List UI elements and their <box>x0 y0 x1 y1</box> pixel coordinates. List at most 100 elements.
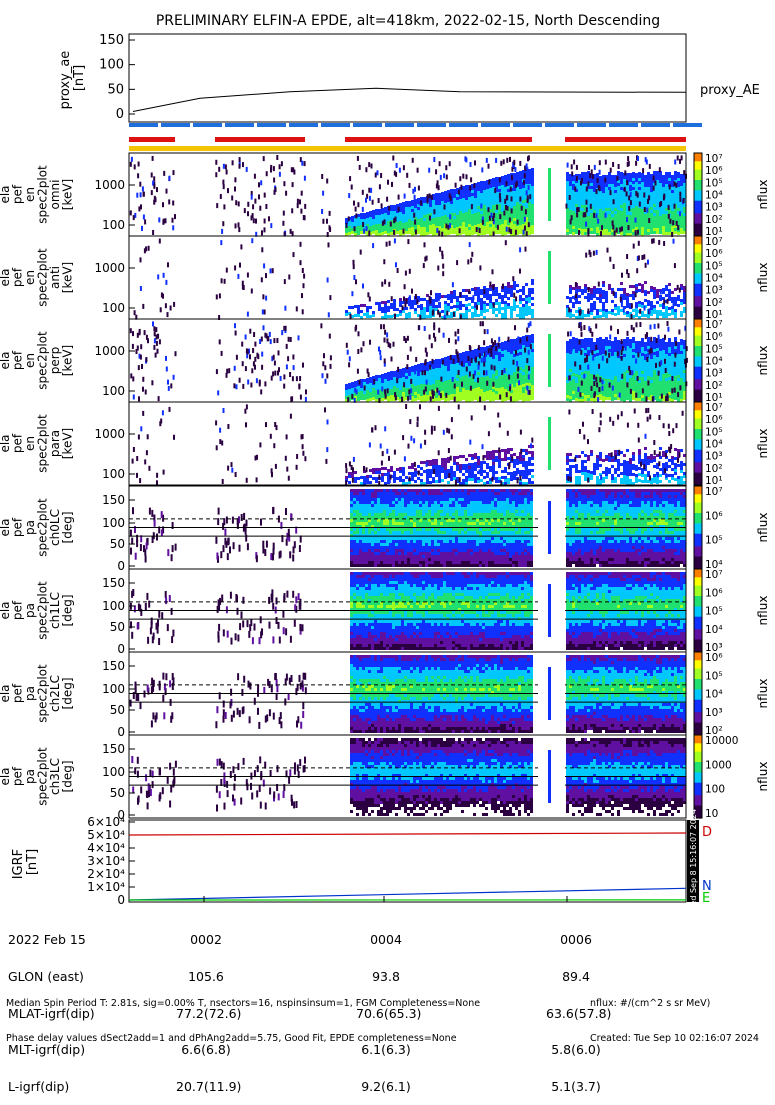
flux-cell <box>411 227 414 230</box>
flux-cell <box>623 381 626 384</box>
flux-speck <box>160 307 162 312</box>
flux-cell <box>447 398 450 401</box>
flux-cell <box>638 217 641 220</box>
flux-cell <box>578 301 581 304</box>
flux-cell <box>444 191 447 194</box>
flux-cell <box>599 197 602 200</box>
flux-cell <box>608 346 611 349</box>
flux-cell <box>531 340 534 343</box>
flux-speck <box>379 184 381 189</box>
flux-speck <box>653 238 655 243</box>
flux-cell <box>471 229 474 232</box>
flux-speck <box>351 185 353 190</box>
flux-cell <box>671 393 674 396</box>
flux-cell <box>531 228 534 231</box>
flux-cell <box>656 393 659 396</box>
flux-cell <box>599 200 602 203</box>
flux-cell <box>447 294 450 297</box>
flux-cell <box>498 370 501 373</box>
flux-cell <box>605 205 608 208</box>
flux-cell <box>501 301 504 304</box>
flux-speck <box>439 161 441 166</box>
flux-cell <box>629 173 632 176</box>
flux-cell <box>590 398 593 401</box>
flux-cell <box>435 220 438 223</box>
flux-speck <box>638 255 640 260</box>
flux-cell <box>468 206 471 209</box>
flux-cell <box>489 194 492 197</box>
flux-cell <box>480 187 483 190</box>
flux-cell <box>614 211 617 214</box>
flux-cell <box>581 172 584 175</box>
flux-cell <box>653 382 656 385</box>
flux-speck <box>435 169 437 174</box>
flux-cell <box>680 354 683 357</box>
flux-cell <box>641 368 644 371</box>
flux-speck <box>167 380 169 385</box>
flux-cell <box>605 391 608 394</box>
flux-cell <box>450 210 453 213</box>
flux-cell <box>393 299 396 302</box>
flux-cell <box>578 186 581 189</box>
flux-cell <box>623 363 626 366</box>
spectrogram-panel-perp: elapefenspec2plotperp[keV]100010010⁷10⁶1… <box>0 319 770 404</box>
flux-cell <box>602 187 605 190</box>
flux-cell <box>644 184 647 187</box>
flux-cell <box>423 378 426 381</box>
proxy-ytick-label: 0 <box>116 107 124 122</box>
flux-cell <box>611 232 614 235</box>
flux-speck <box>262 309 264 314</box>
flux-cell <box>519 180 522 183</box>
flux-speck <box>272 268 274 273</box>
flux-cell <box>432 227 435 230</box>
flux-cell <box>680 363 683 366</box>
flux-cell <box>381 214 384 217</box>
flux-cell <box>662 347 665 350</box>
flux-speck <box>218 167 220 172</box>
flux-speck <box>497 225 499 230</box>
flux-cell <box>617 358 620 361</box>
flux-cell <box>662 344 665 347</box>
flux-cell <box>590 380 593 383</box>
flux-cell <box>447 371 450 374</box>
flux-cell <box>587 213 590 216</box>
colorbar-tick-label: 10⁷ <box>705 153 723 165</box>
flux-cell <box>671 312 674 315</box>
flux-cell <box>650 204 653 207</box>
flux-cell <box>489 360 492 363</box>
flux-cell <box>462 192 465 195</box>
flux-cell <box>480 392 483 395</box>
flux-speck <box>165 280 167 285</box>
flux-cell <box>566 389 569 392</box>
flux-cell <box>668 368 671 371</box>
flux-cell <box>602 339 605 342</box>
flux-cell <box>378 302 381 305</box>
flux-cell <box>465 203 468 206</box>
flux-cell <box>483 310 486 313</box>
flux-cell <box>489 381 492 384</box>
flux-speck <box>322 361 324 366</box>
spectrogram-panels: elapefenspec2plotomni[keV]100010010⁷10⁶1… <box>0 153 770 822</box>
flux-cell <box>504 347 507 350</box>
flux-speck <box>261 352 263 357</box>
flux-speck <box>626 254 628 259</box>
flux-cell <box>641 365 644 368</box>
flux-cell <box>435 296 438 299</box>
flux-cell <box>611 353 614 356</box>
flux-cell <box>399 230 402 233</box>
flux-cell <box>650 231 653 234</box>
flux-cell <box>593 210 596 213</box>
flux-cell <box>507 349 510 352</box>
flux-cell <box>360 391 363 394</box>
flux-cell <box>569 189 572 192</box>
flux-cell <box>632 388 635 391</box>
flux-cell <box>516 341 519 344</box>
flux-cell <box>372 394 375 397</box>
flux-speck <box>274 371 276 376</box>
flux-speck <box>297 203 299 208</box>
flux-cell <box>569 312 572 315</box>
flux-cell <box>417 391 420 394</box>
flux-speck <box>669 185 671 190</box>
flux-cell <box>617 379 620 382</box>
flux-cell <box>680 348 683 351</box>
